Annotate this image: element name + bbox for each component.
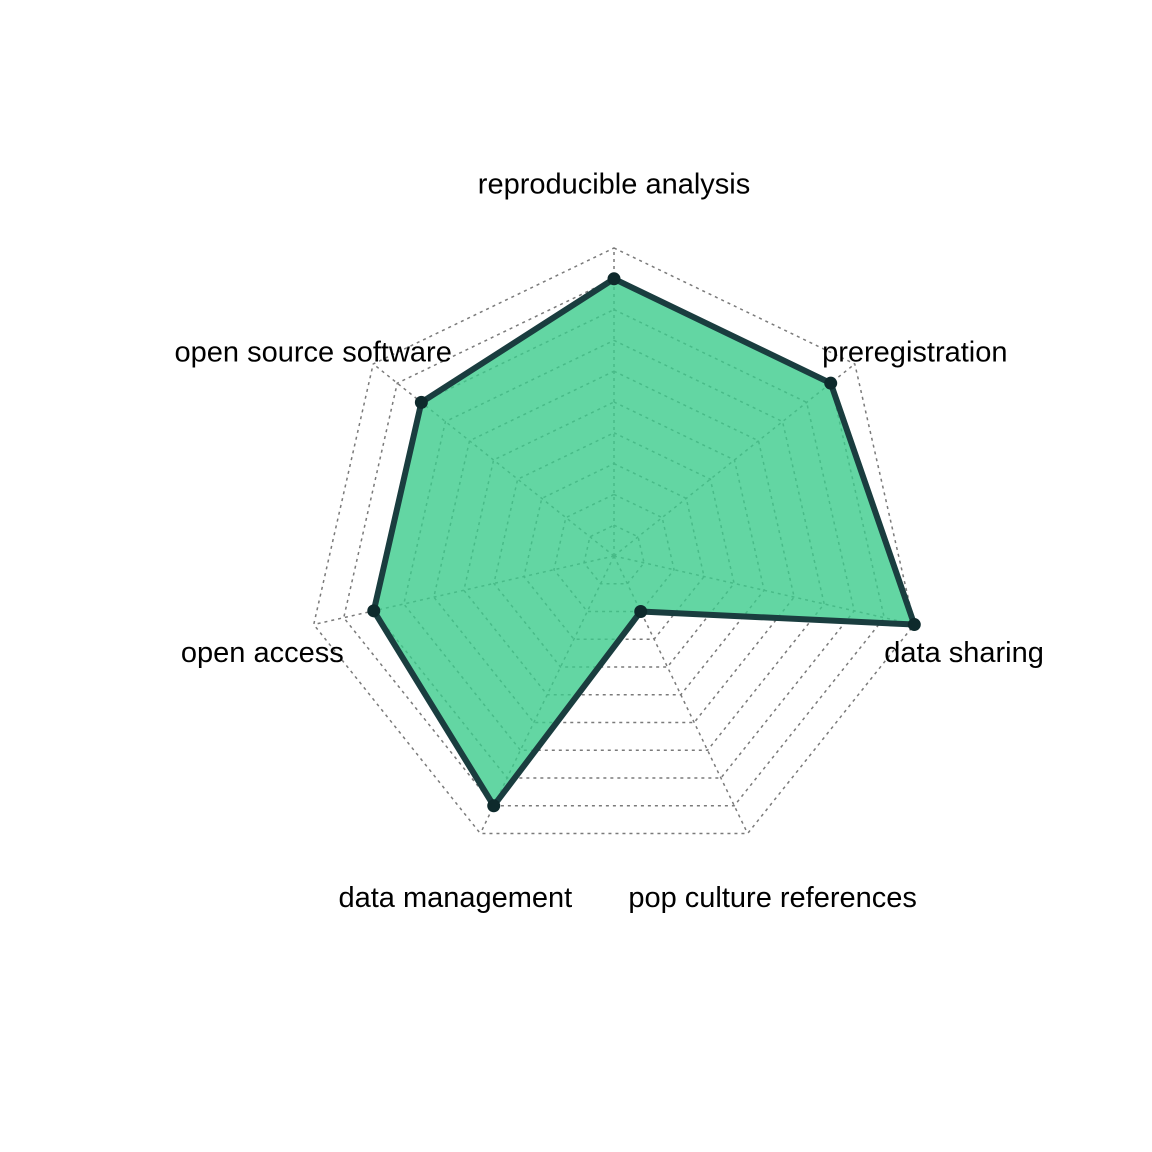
axis-label-preregistration: preregistration xyxy=(822,337,1007,369)
data-point-data-management xyxy=(487,799,501,813)
grid-ring-6 xyxy=(433,370,795,724)
data-point-preregistration xyxy=(824,376,838,390)
axis-label-open-access: open access xyxy=(181,637,344,669)
axis-label-open-source-software: open source software xyxy=(175,337,452,369)
data-point-open-source-software xyxy=(414,395,428,409)
data-point-data-sharing xyxy=(907,618,921,632)
data-point-open-access xyxy=(367,604,381,618)
data-point-pop-culture-references xyxy=(634,605,648,618)
radar-series xyxy=(367,272,921,813)
axis-label-reproducible-analysis: reproducible analysis xyxy=(478,169,750,201)
axis-labels: reproducible analysis preregistration data… xyxy=(175,169,1044,915)
axis-label-data-sharing: data sharing xyxy=(884,637,1044,669)
axis-label-data-management: data management xyxy=(338,882,572,914)
axis-label-pop-culture-references: pop culture references xyxy=(628,882,917,914)
data-point-reproducible-analysis xyxy=(607,272,621,286)
series-polygon-1 xyxy=(370,275,918,809)
